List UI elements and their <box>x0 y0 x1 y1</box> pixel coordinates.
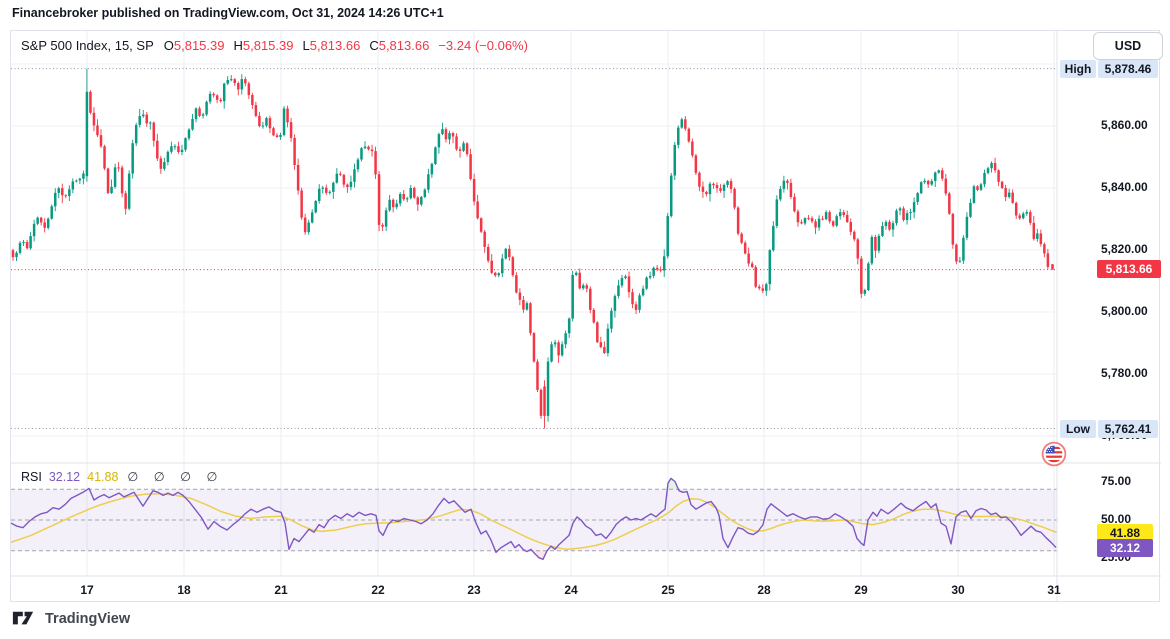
open-label: O <box>163 38 174 53</box>
currency-button[interactable]: USD <box>1093 32 1163 60</box>
rsi-legend: RSI 32.12 41.88 ∅ ∅ ∅ ∅ <box>21 469 223 484</box>
time-axis-label: 28 <box>757 583 771 597</box>
low-marker-value: 5,762.41 <box>1098 420 1158 438</box>
change-value: −3.24 (−0.06%) <box>438 38 528 53</box>
tradingview-logo-icon <box>12 611 34 625</box>
price-tick-label: 5,800.00 <box>1101 304 1148 318</box>
low-label: L <box>302 38 310 53</box>
time-axis-label: 21 <box>274 583 288 597</box>
symbol-title[interactable]: S&P 500 Index, 15, SP <box>21 38 154 53</box>
open-value: 5,815.39 <box>173 38 225 53</box>
time-axis-label: 30 <box>951 583 965 597</box>
low-marker-label: Low <box>1060 420 1096 438</box>
us-flag-icon <box>1041 441 1067 467</box>
high-value: 5,815.39 <box>242 38 294 53</box>
rsi-value-badge: 32.12 <box>1097 539 1153 557</box>
rsi-tick-label: 50.00 <box>1101 512 1132 526</box>
rsi-ma-value: 41.88 <box>87 470 119 484</box>
rsi-value: 32.12 <box>48 470 81 484</box>
tradingview-brand-text: TradingView <box>45 611 131 627</box>
time-axis-label: 31 <box>1047 583 1061 597</box>
rsi-hidden-values: ∅ ∅ ∅ ∅ <box>127 470 224 484</box>
time-axis-label: 22 <box>371 583 385 597</box>
close-label: C <box>369 38 379 53</box>
high-marker-value: 5,878.46 <box>1098 60 1158 78</box>
price-tick-label: 5,780.00 <box>1101 366 1148 380</box>
time-axis-label: 25 <box>661 583 675 597</box>
rsi-tick-label: 75.00 <box>1101 474 1132 488</box>
chart-canvas[interactable] <box>11 31 1161 603</box>
chart-container[interactable]: S&P 500 Index, 15, SP O5,815.39 H5,815.39 L… <box>10 30 1163 603</box>
time-axis-label: 24 <box>564 583 578 597</box>
price-tick-label: 5,820.00 <box>1101 242 1148 256</box>
high-marker-label: High <box>1060 60 1096 78</box>
symbol-legend: S&P 500 Index, 15, SP O5,815.39 H5,815.39 L… <box>21 38 528 53</box>
time-axis-label: 18 <box>177 583 191 597</box>
price-tick-label: 5,860.00 <box>1101 118 1148 132</box>
time-axis-label: 23 <box>467 583 481 597</box>
close-value: 5,813.66 <box>378 38 430 53</box>
high-label: H <box>233 38 243 53</box>
time-axis-label: 17 <box>80 583 94 597</box>
low-value: 5,813.66 <box>309 38 361 53</box>
rsi-label[interactable]: RSI <box>21 470 42 484</box>
last-price-badge: 5,813.66 <box>1097 260 1161 278</box>
price-tick-label: 5,840.00 <box>1101 180 1148 194</box>
attribution-text: Financebroker published on TradingView.c… <box>12 6 444 20</box>
tradingview-brand[interactable]: TradingView <box>12 610 130 628</box>
rsi-ma-badge: 41.88 <box>1097 524 1153 542</box>
time-axis-label: 29 <box>854 583 868 597</box>
